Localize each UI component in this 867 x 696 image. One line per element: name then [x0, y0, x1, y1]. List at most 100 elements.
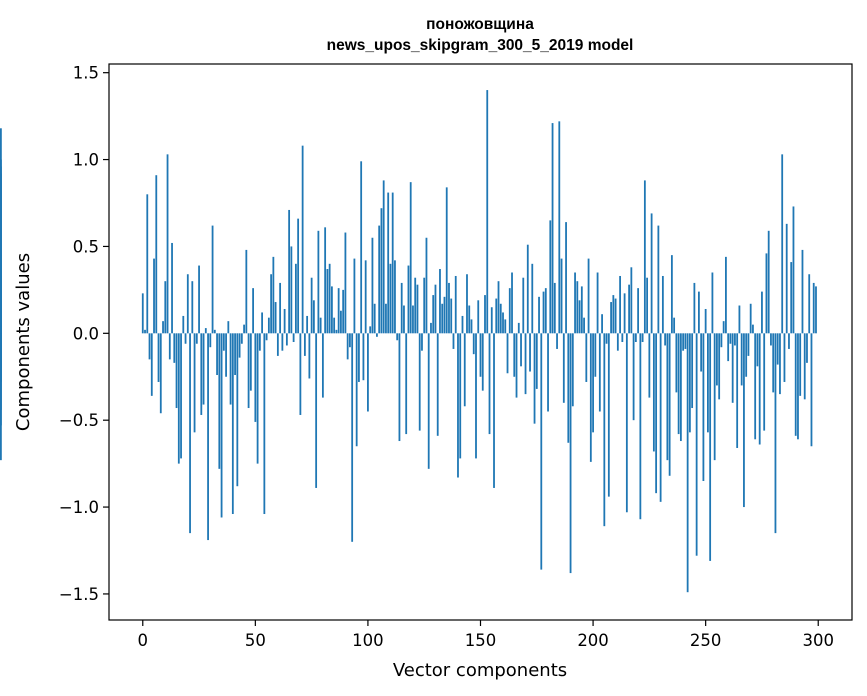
- bar: [758, 333, 761, 445]
- bar: [407, 265, 410, 334]
- bar: [497, 281, 500, 334]
- bar: [468, 305, 471, 334]
- bar: [675, 333, 678, 393]
- bar: [783, 333, 786, 382]
- bar: [229, 333, 232, 405]
- x-tick-label: 300: [802, 631, 834, 650]
- bar: [752, 324, 754, 334]
- bar: [213, 329, 216, 334]
- bar: [612, 295, 615, 334]
- bar: [515, 333, 518, 398]
- bar: [450, 298, 453, 334]
- bar: [634, 333, 637, 342]
- bar: [448, 282, 450, 334]
- bar: [439, 269, 441, 334]
- bar: [472, 333, 475, 355]
- bar: [623, 293, 626, 334]
- bar: [168, 333, 171, 360]
- bar: [506, 333, 509, 374]
- bar: [398, 333, 401, 442]
- bar: [806, 333, 808, 363]
- bar: [0, 326, 2, 334]
- bar: [540, 333, 543, 570]
- bar: [592, 333, 594, 433]
- bar: [279, 282, 282, 334]
- bar: [412, 305, 414, 334]
- bar: [391, 192, 394, 334]
- bar: [763, 333, 766, 431]
- bar: [511, 272, 513, 334]
- bar: [709, 333, 712, 561]
- bar: [616, 333, 619, 351]
- bar: [141, 293, 144, 334]
- bar: [362, 333, 365, 381]
- bar: [324, 227, 327, 334]
- bar: [725, 256, 727, 334]
- bar: [729, 333, 732, 344]
- bar: [301, 145, 304, 334]
- bar: [673, 317, 676, 334]
- bar: [495, 298, 498, 334]
- bar: [756, 333, 759, 367]
- bar: [144, 329, 146, 334]
- bar: [661, 275, 664, 334]
- bar: [695, 333, 698, 556]
- bar: [648, 333, 651, 398]
- bar: [342, 289, 345, 334]
- bar-series: [0, 90, 817, 593]
- bar: [702, 333, 705, 481]
- bar: [159, 333, 162, 414]
- bar: [565, 222, 567, 334]
- bar: [605, 333, 608, 344]
- bar: [610, 302, 612, 334]
- bar: [364, 260, 367, 334]
- bar: [425, 237, 428, 334]
- bar: [240, 333, 243, 344]
- bar: [182, 315, 185, 334]
- bar: [477, 300, 480, 334]
- bar: [175, 333, 178, 409]
- bar: [574, 272, 576, 334]
- bar: [657, 225, 660, 334]
- bar: [556, 333, 558, 349]
- bar: [414, 277, 417, 334]
- bar: [360, 161, 363, 334]
- bar: [441, 303, 444, 334]
- bar: [632, 333, 635, 421]
- bar: [193, 333, 196, 433]
- bar: [713, 333, 716, 461]
- bar: [195, 333, 198, 344]
- bar: [378, 225, 381, 334]
- bar: [409, 182, 412, 334]
- bar: [529, 333, 531, 372]
- bar: [340, 310, 342, 334]
- bar: [688, 333, 691, 433]
- bar: [382, 180, 385, 334]
- bar: [594, 333, 597, 377]
- bar: [670, 255, 673, 334]
- y-tick-label: 0.5: [73, 237, 99, 256]
- bar: [150, 333, 153, 396]
- bar: [499, 303, 502, 334]
- bar: [306, 315, 309, 334]
- bar: [531, 263, 534, 334]
- bar: [812, 282, 815, 334]
- bar: [452, 333, 455, 349]
- bar: [790, 262, 793, 334]
- bar: [553, 282, 556, 334]
- bar: [481, 333, 484, 391]
- x-axis-ticks: 0 50 100 150 200 250 300: [138, 620, 834, 650]
- bar: [677, 333, 680, 435]
- bar: [596, 272, 599, 334]
- bar: [184, 333, 187, 344]
- bar: [376, 333, 378, 337]
- bar: [337, 288, 340, 334]
- bar: [173, 333, 176, 363]
- bar: [373, 303, 376, 334]
- bar: [668, 333, 671, 476]
- bar: [493, 333, 495, 488]
- bar: [218, 333, 221, 469]
- bar: [641, 333, 644, 342]
- bar: [578, 300, 581, 334]
